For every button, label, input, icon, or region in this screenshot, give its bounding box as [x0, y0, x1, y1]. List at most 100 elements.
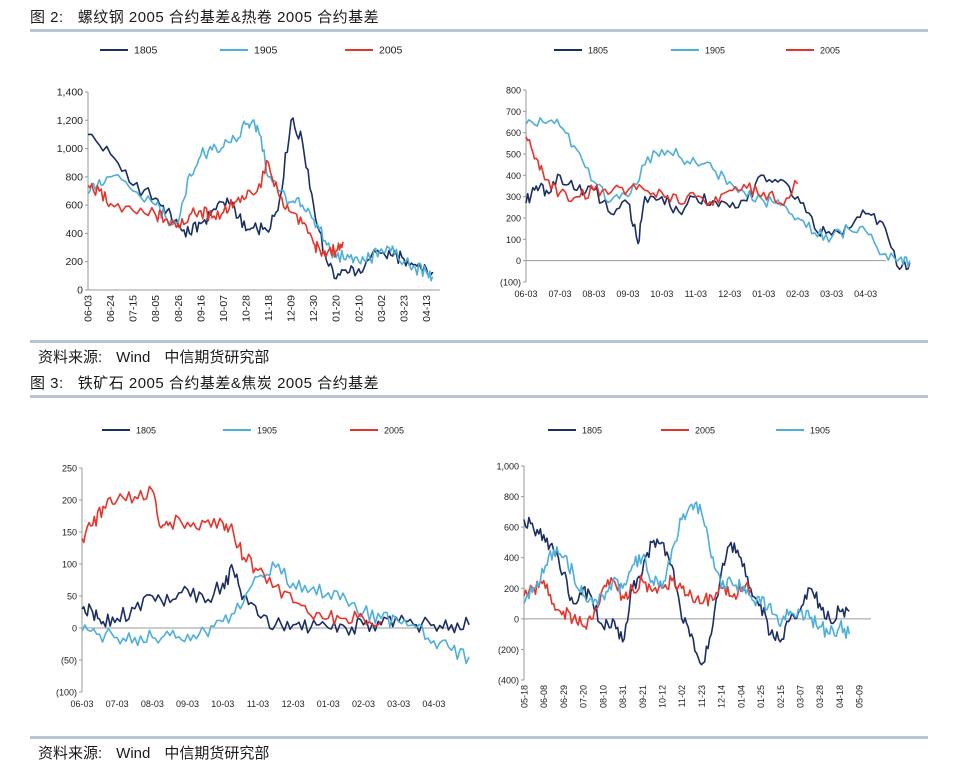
x-tick-label: 04-18 — [835, 685, 845, 708]
y-tick-label: 100 — [62, 560, 77, 570]
x-tick-label: 07-03 — [106, 699, 129, 709]
x-tick-label: 06-24 — [105, 295, 117, 322]
chart-rebar-basis: 0 200 400 600 800 1,000 1,200 1,400 06-03 06-24 07… — [57, 45, 440, 322]
x-tick-label: 01-25 — [756, 685, 766, 708]
x-tick-label: 12-14 — [717, 685, 727, 708]
y-tick-label: 200 — [65, 256, 83, 268]
y-tick-label: 0 — [72, 624, 77, 634]
x-tick-label: 03-02 — [376, 295, 388, 322]
y-tick-label: 1,400 — [57, 87, 83, 99]
series-line-1905 — [525, 116, 911, 268]
legend-label-1805: 1805 — [134, 45, 158, 57]
x-tick-label: 10-07 — [218, 295, 230, 322]
y-tick-label: 200 — [62, 496, 77, 506]
source-line-2: 资料来源: Wind 中信期货研究部 — [38, 742, 283, 763]
x-tick-label: 04-03 — [422, 699, 445, 709]
source-label: 资料来源: — [38, 349, 103, 366]
x-tick-label: 07-15 — [128, 295, 140, 322]
x-tick-label: 09-03 — [616, 289, 639, 299]
x-tick-label: 03-28 — [815, 685, 825, 708]
y-tick-label: 0 — [77, 285, 83, 297]
x-tick-label: 04-13 — [421, 295, 433, 322]
x-tick-label: 07-03 — [548, 289, 571, 299]
x-tick-label: 07-20 — [579, 685, 589, 708]
series-line-2005 — [81, 485, 382, 627]
x-tick-label: 08-10 — [598, 685, 608, 708]
source-label: 资料来源: — [38, 745, 103, 762]
series-line-1905 — [87, 119, 434, 282]
divider — [30, 736, 928, 739]
y-tick-label: 50 — [67, 592, 77, 602]
legend-label-1805: 1805 — [136, 426, 156, 436]
y-tick-label: 300 — [506, 192, 521, 202]
y-tick-label: (100) — [56, 688, 77, 698]
source-line-1: 资料来源: Wind 中信期货研究部 — [38, 346, 283, 367]
y-tick-label: 600 — [65, 200, 83, 212]
figure-2-number: 图 2: — [30, 9, 64, 26]
x-tick-label: 12-09 — [286, 295, 298, 322]
x-tick-label: 08-03 — [582, 289, 605, 299]
y-tick-label: 200 — [504, 584, 519, 594]
series-line-1805 — [88, 117, 434, 280]
x-tick-label: 06-03 — [83, 295, 95, 322]
divider — [30, 395, 928, 398]
x-tick-label: 12-30 — [308, 295, 320, 322]
y-tick-label: 800 — [65, 171, 83, 183]
x-tick-label: 03-07 — [796, 685, 806, 708]
y-tick-label: (100) — [500, 278, 521, 288]
x-tick-label: 09-16 — [195, 295, 207, 322]
x-tick-label: 01-20 — [331, 295, 343, 322]
source-wind: Wind — [116, 349, 151, 366]
x-tick-label: 02-10 — [353, 295, 365, 322]
y-tick-label: (200) — [498, 645, 519, 655]
series-line-1805 — [523, 516, 850, 666]
legend-label-1905: 1905 — [257, 426, 277, 436]
source-wind: Wind — [116, 745, 151, 762]
series-line-1905 — [81, 561, 470, 665]
figure-2-text: 螺纹钢 2005 合约基差&热卷 2005 合约基差 — [77, 9, 380, 26]
x-tick-label: 08-31 — [618, 685, 628, 708]
x-tick-label: 01-04 — [736, 685, 746, 708]
y-tick-label: 250 — [62, 464, 77, 474]
x-tick-label: 11-23 — [697, 685, 707, 707]
series-line-2005 — [523, 574, 752, 630]
x-tick-label: 03-23 — [398, 295, 410, 322]
x-tick-label: 01-03 — [317, 699, 340, 709]
legend-label-2005: 2005 — [379, 45, 403, 57]
x-tick-label: 03-03 — [820, 289, 843, 299]
x-tick-label: 01-03 — [752, 289, 775, 299]
y-tick-label: 200 — [506, 214, 521, 224]
y-tick-label: 100 — [506, 235, 521, 245]
series-line-2005 — [87, 159, 344, 258]
x-tick-label: 08-26 — [173, 295, 185, 322]
x-tick-label: 06-08 — [539, 685, 549, 708]
legend-label-2005: 2005 — [384, 426, 404, 436]
y-tick-label: 800 — [504, 492, 519, 502]
figure-2-title: 图 2: 螺纹钢 2005 合约基差&热卷 2005 合约基差 — [30, 6, 379, 27]
y-tick-label: 150 — [62, 528, 77, 538]
x-tick-label: 11-18 — [263, 295, 275, 321]
source-citic: 中信期货研究部 — [164, 349, 270, 366]
figure-3-number: 图 3: — [30, 375, 64, 392]
x-tick-label: 10-12 — [658, 685, 668, 708]
x-tick-label: 04-03 — [854, 289, 877, 299]
x-tick-label: 10-03 — [650, 289, 673, 299]
y-tick-label: 1,000 — [496, 462, 519, 472]
x-tick-label: 10-28 — [240, 295, 252, 322]
x-tick-label: 12-03 — [718, 289, 741, 299]
y-tick-label: 1,200 — [57, 115, 83, 127]
y-tick-label: 700 — [506, 107, 521, 117]
x-tick-label: 02-03 — [786, 289, 809, 299]
legend-label-2005: 2005 — [695, 426, 715, 436]
legend-label-1805: 1805 — [588, 46, 608, 56]
x-tick-label: 05-09 — [855, 685, 865, 708]
x-tick-label: 06-29 — [559, 685, 569, 708]
x-tick-label: 08-03 — [141, 699, 164, 709]
x-tick-label: 11-03 — [247, 699, 269, 709]
x-tick-label: 11-03 — [685, 289, 707, 299]
legend-label-1905: 1905 — [810, 426, 830, 436]
series-line-1905 — [523, 501, 851, 639]
legend-label-1905: 1905 — [705, 46, 725, 56]
y-tick-label: 0 — [514, 614, 519, 624]
chart-iron-ore-basis: (100) (50) 0 50 100 150 200 250 06-03 07-03 08-03 0… — [56, 426, 470, 709]
